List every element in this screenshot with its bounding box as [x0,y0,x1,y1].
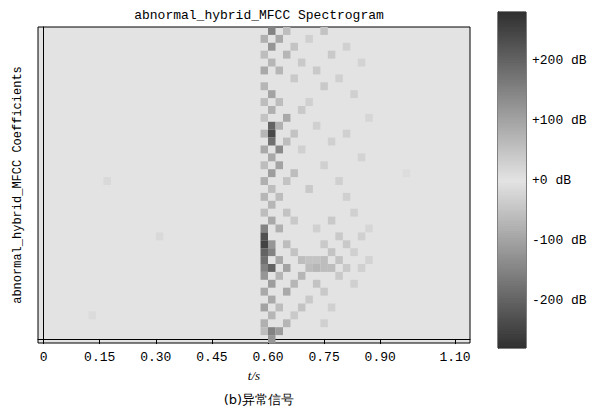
svg-text:0.90: 0.90 [365,350,396,365]
svg-text:+200 dB: +200 dB [532,53,587,68]
svg-text:0.60: 0.60 [252,350,283,365]
svg-text:abnormal_hybrid_MFCC Coefficie: abnormal_hybrid_MFCC Coefficients [11,66,25,304]
svg-text:0.75: 0.75 [309,350,340,365]
svg-text:-200 dB: -200 dB [532,293,587,308]
svg-text:+0 dB: +0 dB [532,173,571,188]
svg-text:t/s: t/s [248,368,260,383]
svg-text:abnormal_hybrid_MFCC Spectrogr: abnormal_hybrid_MFCC Spectrogram [134,8,384,23]
svg-text:(b)异常信号: (b)异常信号 [224,392,294,407]
svg-text:1.10: 1.10 [439,350,470,365]
svg-text:0.45: 0.45 [196,350,227,365]
svg-text:+100 dB: +100 dB [532,113,587,128]
svg-text:-100 dB: -100 dB [532,233,587,248]
svg-text:0.15: 0.15 [84,350,115,365]
svg-text:0: 0 [40,350,48,365]
svg-text:0.30: 0.30 [140,350,171,365]
